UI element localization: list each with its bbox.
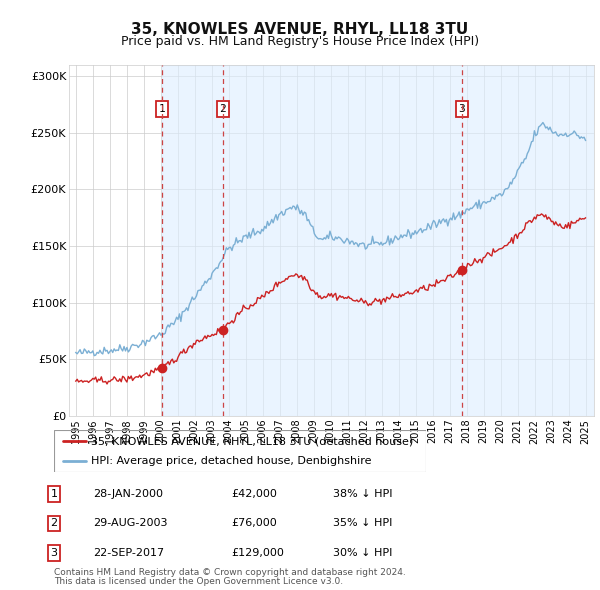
Text: 38% ↓ HPI: 38% ↓ HPI [333, 489, 392, 499]
Text: HPI: Average price, detached house, Denbighshire: HPI: Average price, detached house, Denb… [91, 457, 372, 466]
Text: £129,000: £129,000 [231, 548, 284, 558]
Text: 3: 3 [458, 104, 466, 114]
Text: This data is licensed under the Open Government Licence v3.0.: This data is licensed under the Open Gov… [54, 578, 343, 586]
Bar [162, 65, 594, 416]
Text: Contains HM Land Registry data © Crown copyright and database right 2024.: Contains HM Land Registry data © Crown c… [54, 568, 406, 577]
Text: 22-SEP-2017: 22-SEP-2017 [93, 548, 164, 558]
Text: 2: 2 [220, 104, 226, 114]
Text: 35% ↓ HPI: 35% ↓ HPI [333, 519, 392, 528]
Text: 35, KNOWLES AVENUE, RHYL, LL18 3TU: 35, KNOWLES AVENUE, RHYL, LL18 3TU [131, 22, 469, 37]
Text: Price paid vs. HM Land Registry's House Price Index (HPI): Price paid vs. HM Land Registry's House … [121, 35, 479, 48]
Text: £76,000: £76,000 [231, 519, 277, 528]
Text: 3: 3 [50, 548, 58, 558]
Text: 35, KNOWLES AVENUE, RHYL, LL18 3TU (detached house): 35, KNOWLES AVENUE, RHYL, LL18 3TU (deta… [91, 437, 413, 447]
Text: 29-AUG-2003: 29-AUG-2003 [93, 519, 167, 528]
Text: 2: 2 [50, 519, 58, 528]
Text: £42,000: £42,000 [231, 489, 277, 499]
Text: 1: 1 [50, 489, 58, 499]
Text: 1: 1 [158, 104, 166, 114]
Text: 30% ↓ HPI: 30% ↓ HPI [333, 548, 392, 558]
Text: 28-JAN-2000: 28-JAN-2000 [93, 489, 163, 499]
